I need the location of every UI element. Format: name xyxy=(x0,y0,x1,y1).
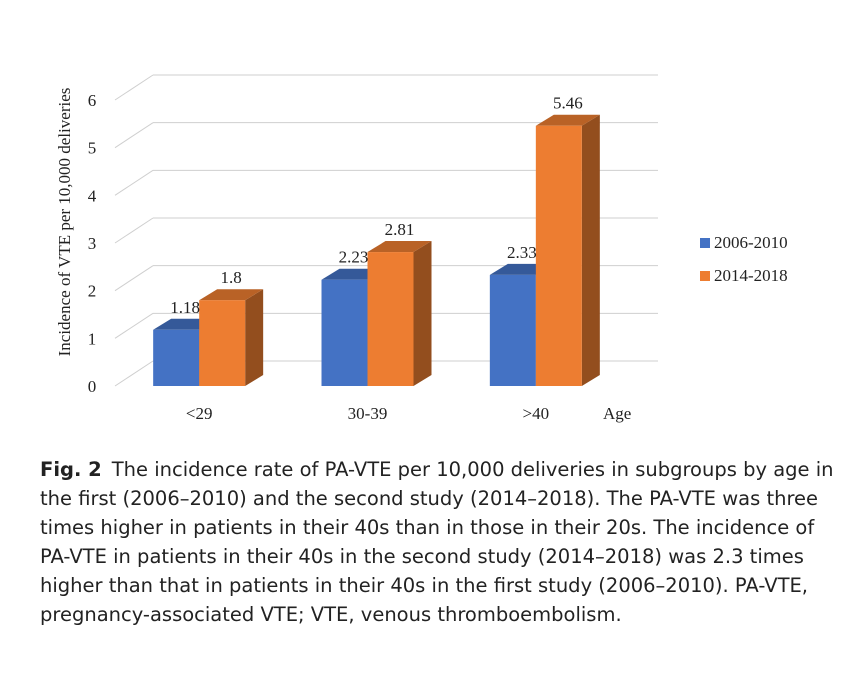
bar-front xyxy=(321,279,368,386)
y-tick-label: 0 xyxy=(88,377,97,396)
data-label: 2.33 xyxy=(507,243,537,262)
legend: 2006-2010 2014-2018 xyxy=(700,233,788,285)
gridline-depth xyxy=(114,122,154,149)
legend-label: 2014-2018 xyxy=(714,266,788,285)
bar-chart: 0 1 2 3 4 5 6 1.18 1.8 2.23 2.81 2.33 5.46 <29 30-39… xyxy=(55,74,788,423)
bars xyxy=(153,114,600,387)
gridline-depth xyxy=(114,217,154,244)
y-tick-label: 2 xyxy=(88,282,97,301)
x-tick-label: <29 xyxy=(186,404,213,423)
bar-2014-2018-30-39 xyxy=(367,241,432,386)
bar-front xyxy=(199,300,246,386)
bar-top xyxy=(199,289,264,301)
y-tick-label: 3 xyxy=(88,234,97,253)
legend-swatch xyxy=(700,271,710,281)
x-tick-label: >40 xyxy=(523,404,550,423)
y-tick-label: 4 xyxy=(88,186,97,205)
bar-top xyxy=(367,241,432,253)
bar-front xyxy=(367,252,414,386)
gridline-depth xyxy=(114,169,154,196)
data-label: 1.18 xyxy=(170,298,200,317)
y-tick-label: 1 xyxy=(88,329,97,348)
bar-side xyxy=(245,289,264,386)
gridline-depth xyxy=(114,74,154,101)
bar-top xyxy=(535,114,600,126)
gridline-depth xyxy=(114,312,154,339)
data-label: 2.81 xyxy=(385,220,415,239)
bar-front xyxy=(153,329,200,386)
bar-side xyxy=(581,114,600,387)
caption-text: The incidence rate of PA-VTE per 10,000 … xyxy=(40,458,834,626)
y-axis-ticks: 0 1 2 3 4 5 6 xyxy=(88,91,97,396)
figure-label: Fig. 2 xyxy=(40,458,102,481)
data-labels: 1.18 1.8 2.23 2.81 2.33 5.46 xyxy=(170,94,582,317)
figure-caption: Fig. 2 The incidence rate of PA-VTE per 1… xyxy=(40,455,840,629)
data-label: 2.23 xyxy=(339,248,369,267)
legend-label: 2006-2010 xyxy=(714,233,788,252)
bar-2014-2018-<29 xyxy=(199,289,264,386)
gridline-depth xyxy=(114,265,154,292)
x-tick-label: 30-39 xyxy=(348,404,388,423)
bar-2014-2018->40 xyxy=(535,114,600,387)
x-axis-label: Age xyxy=(603,404,631,423)
y-axis-label: Incidence of VTE per 10,000 deliveries xyxy=(55,88,74,357)
bar-front xyxy=(535,125,582,387)
bar-front xyxy=(489,274,536,386)
data-label: 1.8 xyxy=(221,268,242,287)
y-tick-label: 5 xyxy=(88,139,97,158)
legend-swatch xyxy=(700,238,710,248)
x-axis-ticks: <29 30-39 >40 xyxy=(186,404,549,423)
bar-side xyxy=(413,241,432,386)
y-tick-label: 6 xyxy=(88,91,97,110)
data-label: 5.46 xyxy=(553,94,583,113)
gridline-depth xyxy=(114,360,154,387)
